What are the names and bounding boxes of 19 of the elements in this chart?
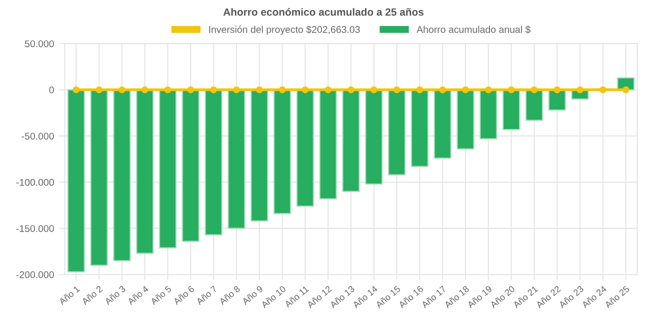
chart-title: Ahorro económico acumulado a 25 años xyxy=(223,8,424,16)
y-tick-label: 50.000 xyxy=(24,40,54,48)
x-tick-label: Año 4 xyxy=(126,285,149,306)
x-tick-label: Año 18 xyxy=(444,285,470,308)
legend-label: Ahorro acumulado anual $ xyxy=(416,26,530,34)
y-tick-label: -50.000 xyxy=(22,132,54,140)
y-tick-label: 0 xyxy=(49,86,54,94)
y-tick-label: -200.000 xyxy=(16,271,54,278)
x-tick-label: Año 5 xyxy=(150,285,172,306)
x-tick-label: Año 8 xyxy=(218,285,240,306)
legend-label: Inversión del proyecto $202,663.03 xyxy=(209,26,360,35)
x-tick-label: Año 3 xyxy=(104,285,126,306)
x-tick-label: Año 1 xyxy=(58,285,80,306)
y-tick-label: -100.000 xyxy=(16,178,54,186)
x-tick-label: Año 9 xyxy=(241,285,264,306)
x-tick-label: Año 2 xyxy=(81,285,103,306)
y-tick-label: -150.000 xyxy=(16,225,54,232)
x-tick-label: Año 7 xyxy=(196,285,218,306)
x-tick-label: Año 6 xyxy=(172,285,195,306)
